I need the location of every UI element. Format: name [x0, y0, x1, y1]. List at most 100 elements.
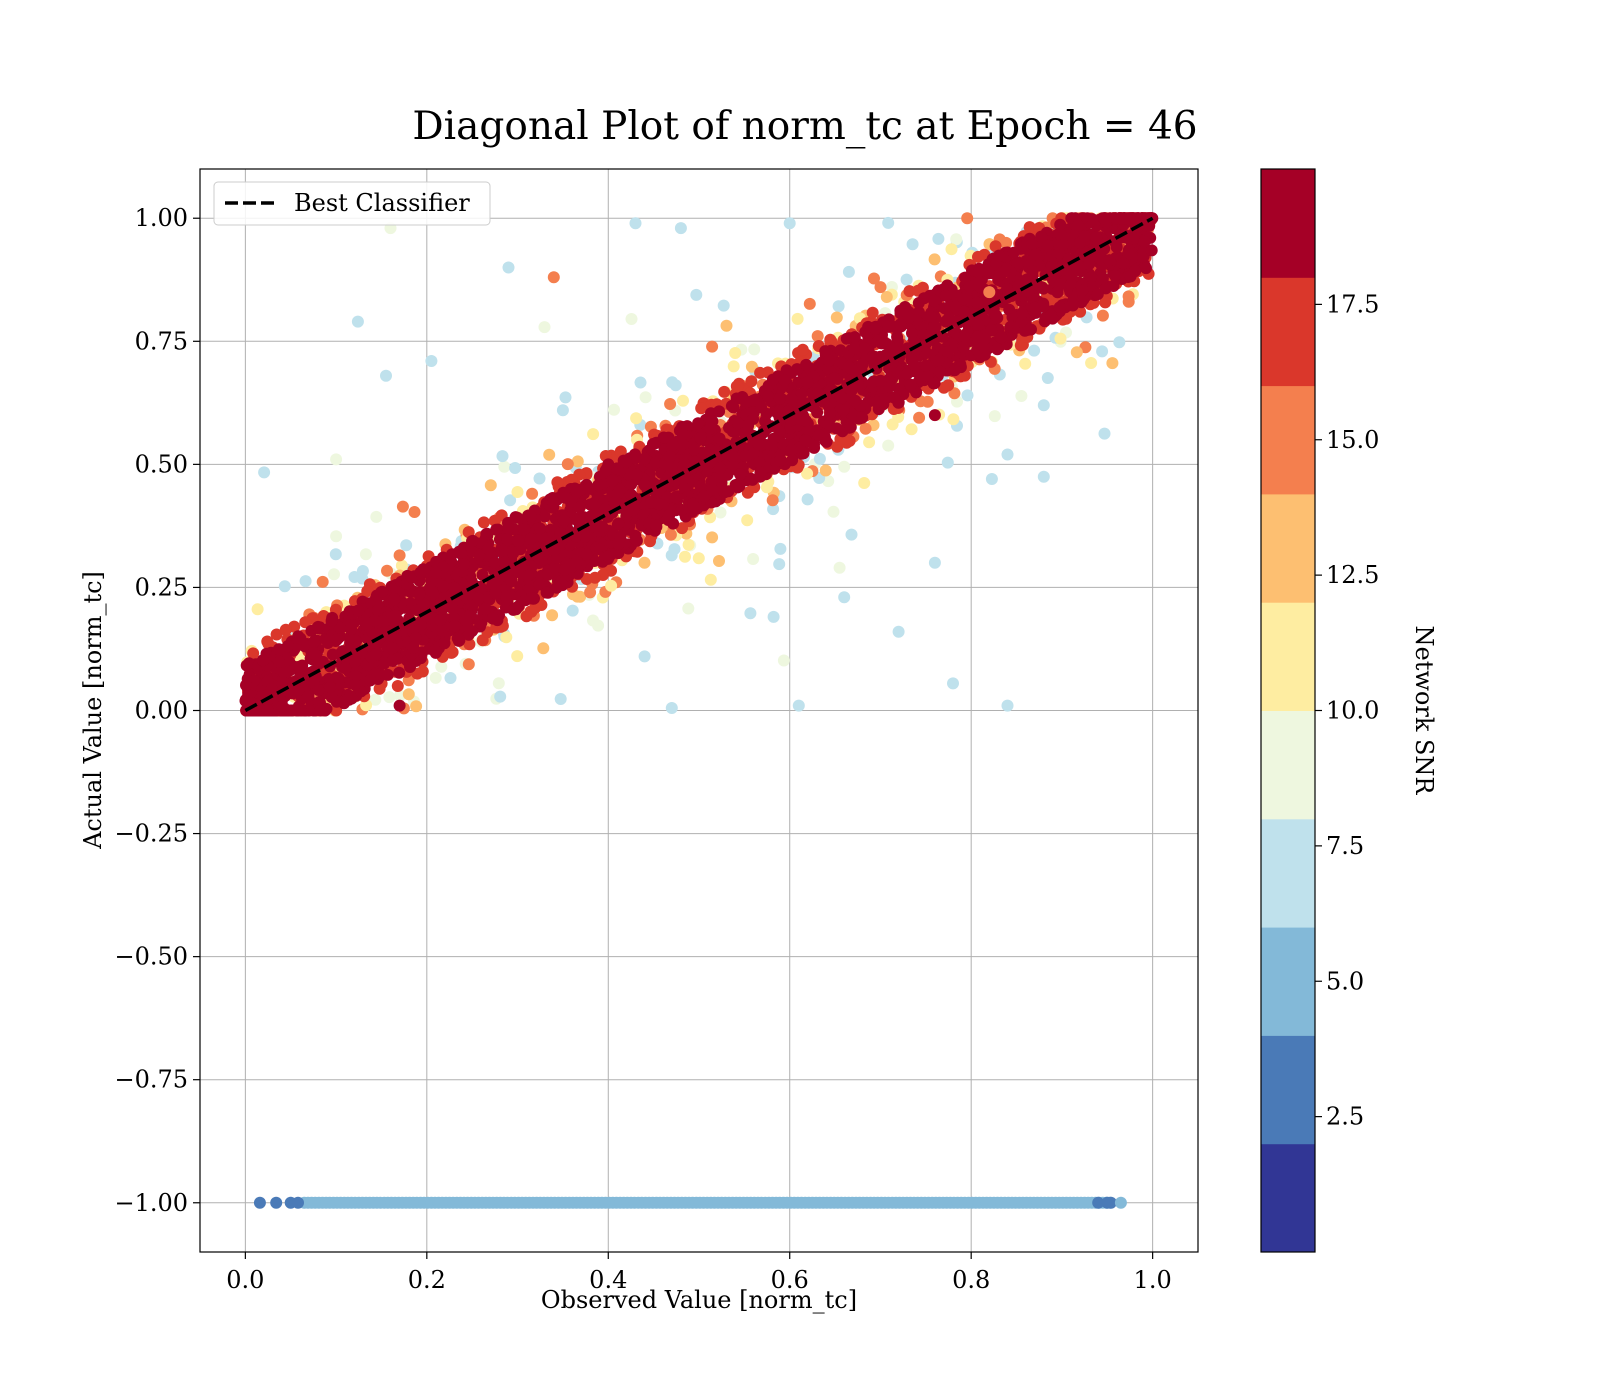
scatter-point	[928, 253, 941, 266]
scatter-point	[247, 647, 260, 660]
scatter-point	[304, 666, 317, 679]
scatter-point	[1054, 332, 1067, 345]
scatter-point	[920, 359, 933, 372]
scatter-point	[383, 691, 396, 704]
scatter-point	[938, 302, 951, 315]
scatter-point	[928, 409, 941, 422]
scatter-point	[402, 688, 415, 701]
scatter-point	[1114, 1196, 1127, 1209]
scatter-point	[722, 485, 735, 498]
x-axis-ticks: 0.0 0.2 0.4 0.6 0.8 1.0	[226, 1252, 1172, 1294]
scatter-point	[727, 401, 740, 414]
scatter-point	[571, 455, 584, 468]
scatter-point	[559, 391, 572, 404]
scatter-point	[937, 381, 950, 394]
scatter-point	[717, 299, 730, 312]
scatter-point	[502, 522, 515, 535]
scatter-point	[677, 462, 690, 475]
scatter-point	[819, 464, 832, 477]
scatter-point	[880, 291, 893, 303]
scatter-point	[312, 620, 325, 633]
scatter-point	[334, 621, 347, 634]
scatter-point	[706, 483, 719, 496]
colorbar-segment	[1261, 927, 1315, 1036]
scatter-point	[446, 602, 459, 614]
scatter-point	[905, 423, 918, 436]
scatter-point	[1041, 239, 1054, 252]
scatter-point	[330, 453, 343, 466]
colorbar-segment	[1261, 169, 1315, 278]
scatter-point	[687, 500, 700, 512]
scatter-point	[270, 1196, 283, 1209]
scatter-point	[766, 494, 779, 507]
scatter-point	[838, 591, 851, 604]
scatter-point	[665, 702, 678, 714]
scatter-point	[460, 614, 473, 627]
scatter-point	[386, 641, 399, 654]
scatter-point	[844, 421, 857, 434]
scatter-point	[413, 588, 426, 601]
scatter-point	[1106, 357, 1119, 370]
scatter-point	[978, 333, 991, 345]
scatter-point	[720, 319, 733, 332]
y-tick-label: −1.00	[114, 1189, 188, 1217]
scatter-point	[906, 238, 919, 251]
scatter-point	[856, 411, 869, 424]
scatter-point	[349, 655, 362, 668]
scatter-point	[328, 568, 340, 581]
scatter-point	[1076, 284, 1089, 297]
scatter-point	[726, 459, 739, 471]
scatter-point	[1019, 357, 1032, 370]
scatter-point	[477, 516, 490, 529]
scatter-point	[830, 422, 843, 435]
scatter-point	[824, 407, 837, 420]
scatter-point	[894, 304, 907, 317]
scatter-point	[518, 523, 531, 536]
scatter-point	[894, 318, 907, 331]
scatter-point	[990, 309, 1002, 322]
scatter-point	[713, 555, 725, 567]
scatter-point	[845, 528, 858, 541]
colorbar-segment	[1261, 710, 1315, 820]
scatter-point	[507, 603, 520, 616]
scatter-point	[592, 619, 605, 632]
scatter-point	[638, 556, 651, 569]
scatter-points	[239, 212, 1159, 1209]
scatter-point	[823, 354, 835, 367]
scatter-point	[742, 419, 755, 432]
scatter-point	[326, 648, 339, 661]
scatter-point	[316, 575, 329, 588]
colorbar-segment	[1261, 602, 1315, 711]
scatter-point	[1028, 301, 1041, 314]
scatter-point	[537, 642, 550, 655]
scatter-point	[663, 509, 676, 522]
scatter-point	[1090, 231, 1103, 244]
scatter-point	[822, 475, 835, 488]
scatter-point	[932, 232, 945, 245]
scatter-point	[330, 530, 343, 543]
scatter-point	[370, 510, 383, 523]
scatter-point	[1037, 470, 1050, 483]
scatter-point	[866, 306, 879, 319]
scatter-point	[912, 297, 925, 309]
scatter-point	[838, 460, 851, 473]
scatter-point	[906, 327, 918, 340]
scatter-point	[609, 495, 622, 508]
scatter-point	[718, 385, 731, 398]
scatter-point	[1072, 219, 1085, 232]
scatter-point	[948, 300, 961, 313]
scatter-point	[511, 511, 524, 524]
scatter-point	[988, 410, 1001, 423]
scatter-point	[325, 691, 338, 704]
scatter-point	[389, 609, 402, 622]
colorbar-tick-label: 5.0	[1326, 967, 1364, 995]
scatter-point	[592, 479, 605, 492]
scatter-point	[972, 266, 985, 279]
scatter-point	[573, 501, 586, 514]
scatter-point	[393, 699, 406, 712]
scatter-point	[291, 704, 304, 717]
colorbar	[1261, 169, 1315, 1253]
scatter-point	[870, 396, 883, 408]
scatter-point	[800, 358, 813, 371]
scatter-point	[634, 376, 647, 389]
